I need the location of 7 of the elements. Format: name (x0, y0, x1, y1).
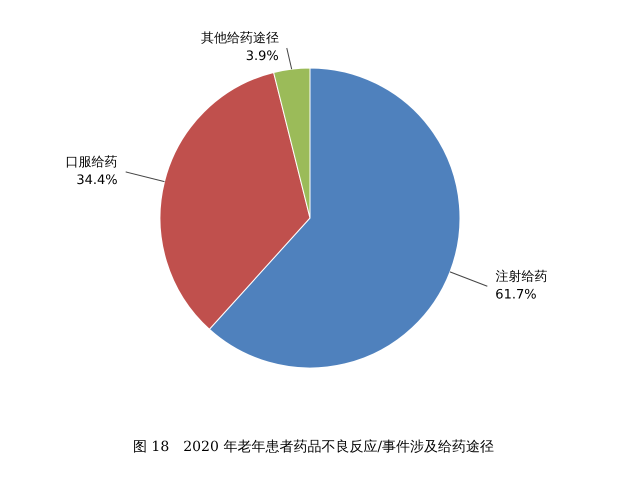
slice-label: 其他给药途径 (200, 31, 279, 46)
slice-label: 口服给药 (66, 154, 118, 170)
slice-label: 注射给药 (495, 269, 548, 284)
data-label: 34.4% (76, 172, 118, 188)
text: 图 18 2020 年老年患者药品不良反应/事件涉及给药途径 (132, 439, 494, 455)
data-label: 3.9% (246, 49, 279, 64)
data-label: 61.7% (495, 287, 537, 302)
